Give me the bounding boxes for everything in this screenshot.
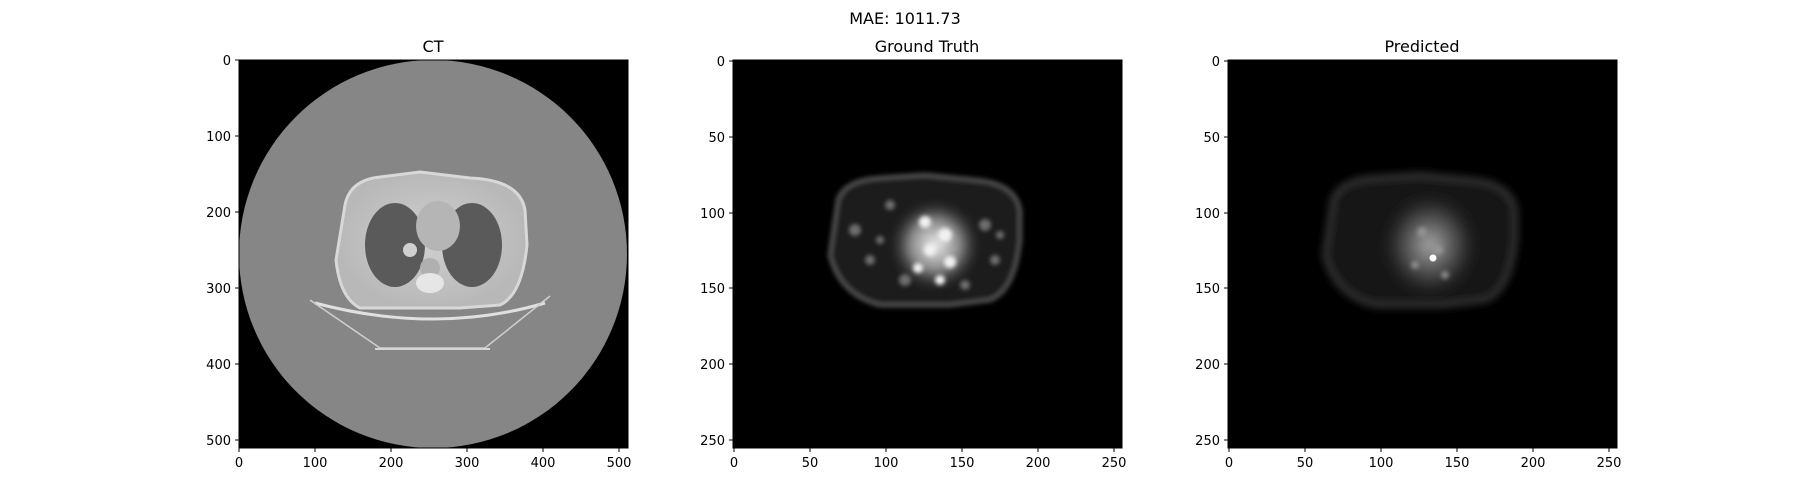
y-tick-label: 50 (708, 131, 725, 146)
panel-predicted: Predicted 0 50 100 150 200 250 (1195, 37, 1621, 471)
y-tick-label: 0 (1212, 55, 1220, 70)
y-tick-label: 200 (700, 358, 725, 373)
x-axis: 0 50 100 150 200 250 (730, 448, 1127, 471)
y-tick-label: 50 (1203, 131, 1220, 146)
panel-ct: CT 0 100 (206, 37, 631, 471)
axes-frame (238, 59, 629, 449)
x-tick-label: 400 (531, 456, 556, 471)
x-tick-label: 200 (1026, 456, 1051, 471)
axes-frame (1227, 59, 1618, 449)
panel-title: Predicted (1384, 37, 1459, 56)
panel-title: CT (423, 37, 444, 56)
panel-title: Ground Truth (875, 37, 980, 56)
x-tick-label: 0 (235, 456, 243, 471)
y-tick-label: 100 (700, 207, 725, 222)
y-tick-label: 100 (1195, 207, 1220, 222)
x-tick-label: 200 (1521, 456, 1546, 471)
x-tick-label: 100 (874, 456, 899, 471)
panel-ground-truth: Ground Truth 0 50 100 (700, 37, 1126, 471)
y-axis: 0 100 200 300 400 500 (206, 54, 239, 449)
ct-slice-image (239, 60, 628, 448)
y-axis: 0 50 100 150 200 250 (1195, 55, 1228, 449)
y-tick-label: 200 (206, 206, 231, 221)
y-tick-label: 0 (717, 55, 725, 70)
x-tick-label: 250 (1102, 456, 1127, 471)
y-tick-label: 400 (206, 358, 231, 373)
x-tick-label: 250 (1597, 456, 1622, 471)
axes-frame (732, 59, 1123, 449)
x-tick-label: 200 (379, 456, 404, 471)
y-tick-label: 0 (223, 54, 231, 69)
x-tick-label: 150 (950, 456, 975, 471)
x-axis: 0 100 200 300 400 500 (235, 448, 632, 471)
x-tick-label: 100 (1369, 456, 1394, 471)
x-tick-label: 300 (455, 456, 480, 471)
x-tick-label: 0 (730, 456, 738, 471)
ground-truth-slice-image (733, 60, 1122, 448)
y-tick-label: 300 (206, 282, 231, 297)
y-axis: 0 50 100 150 200 250 (700, 55, 733, 449)
x-tick-label: 500 (607, 456, 632, 471)
x-axis: 0 50 100 150 200 250 (1225, 448, 1622, 471)
y-tick-label: 200 (1195, 358, 1220, 373)
y-tick-label: 250 (1195, 434, 1220, 449)
predicted-slice-image (1228, 60, 1617, 448)
y-tick-label: 150 (1195, 282, 1220, 297)
x-tick-label: 100 (303, 456, 328, 471)
y-tick-label: 250 (700, 434, 725, 449)
y-tick-label: 150 (700, 282, 725, 297)
x-tick-label: 150 (1445, 456, 1470, 471)
y-tick-label: 100 (206, 130, 231, 145)
x-tick-label: 0 (1225, 456, 1233, 471)
y-tick-label: 500 (206, 434, 231, 449)
x-tick-label: 50 (1297, 456, 1314, 471)
x-tick-label: 50 (802, 456, 819, 471)
figure-suptitle: MAE: 1011.73 (849, 9, 961, 28)
